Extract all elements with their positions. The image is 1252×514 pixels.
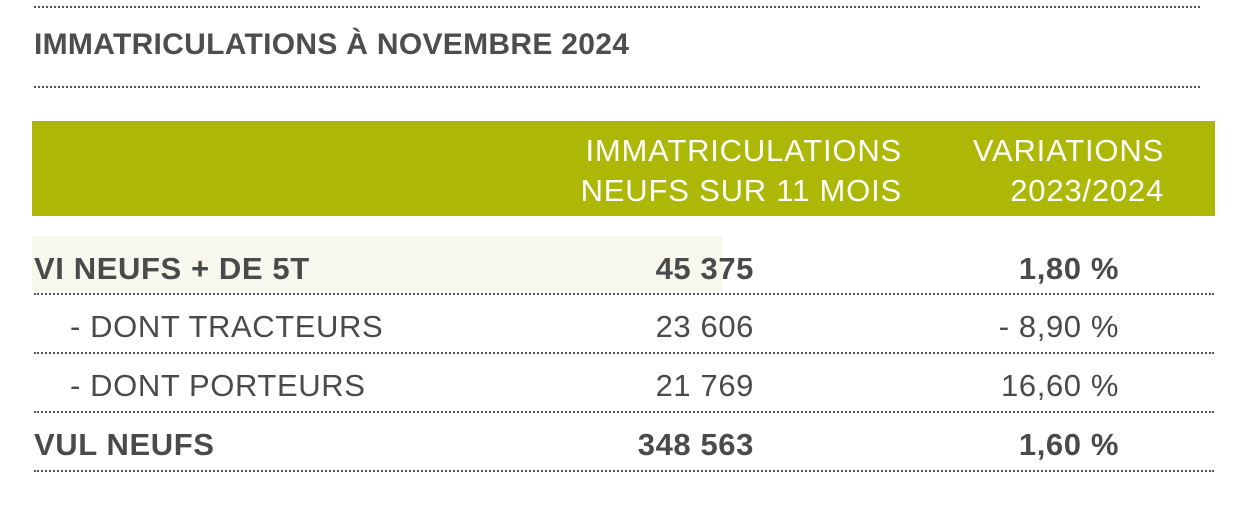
column-header-immatriculations-line2: NEUFS SUR 11 MOIS xyxy=(580,173,902,208)
row-divider xyxy=(34,470,1214,472)
title-divider xyxy=(34,86,1200,88)
column-header-variations-line1: VARIATIONS xyxy=(972,133,1164,168)
row-highlight xyxy=(32,236,722,292)
row-value-vi-neufs: 45 375 xyxy=(655,251,754,286)
column-header-immatriculations: IMMATRICULATIONS NEUFS SUR 11 MOIS xyxy=(581,131,902,211)
row-variation-vi-neufs: 1,80 % xyxy=(1018,251,1119,286)
row-divider xyxy=(34,411,1214,413)
row-label-porteurs: - DONT PORTEURS xyxy=(70,368,366,403)
row-label-vi-neufs: VI NEUFS + DE 5T xyxy=(34,251,310,286)
row-variation-tracteurs: - 8,90 % xyxy=(998,309,1119,344)
row-label-vul-neufs: VUL NEUFS xyxy=(34,427,215,462)
row-value-tracteurs: 23 606 xyxy=(655,309,754,344)
table-header-band xyxy=(32,121,1215,216)
row-variation-porteurs: 16,60 % xyxy=(1001,368,1119,403)
row-label-tracteurs: - DONT TRACTEURS xyxy=(70,309,384,344)
column-header-immatriculations-line1: IMMATRICULATIONS xyxy=(585,133,902,168)
column-header-variations-line2: 2023/2024 xyxy=(1010,173,1164,208)
row-divider xyxy=(34,293,1214,295)
row-variation-vul-neufs: 1,60 % xyxy=(1018,427,1119,462)
page-title: IMMATRICULATIONS À NOVEMBRE 2024 xyxy=(34,28,630,61)
row-value-porteurs: 21 769 xyxy=(655,368,754,403)
row-value-vul-neufs: 348 563 xyxy=(637,427,754,462)
row-divider xyxy=(34,352,1214,354)
top-divider xyxy=(34,6,1200,8)
column-header-variations: VARIATIONS 2023/2024 xyxy=(973,131,1164,211)
